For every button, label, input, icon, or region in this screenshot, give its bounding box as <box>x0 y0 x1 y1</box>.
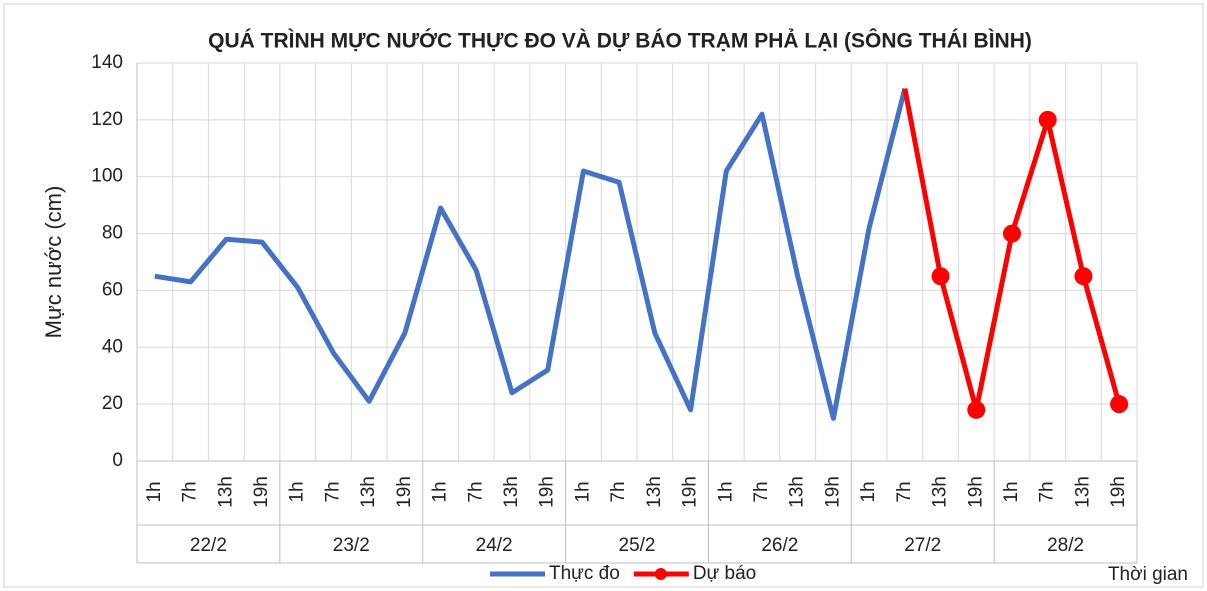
y-tick-label: 20 <box>102 393 123 414</box>
x-tick-label: 19h <box>1108 476 1129 508</box>
x-tick-label: 7h <box>751 481 772 502</box>
x-tick-label: 19h <box>537 476 558 508</box>
legend-label: Dự báo <box>693 563 756 584</box>
chart-border <box>3 3 1204 588</box>
y-tick-label: 40 <box>102 336 123 357</box>
x-tick-label: 1h <box>430 481 451 502</box>
x-tick-label: 1h <box>287 481 308 502</box>
x-tick-label: 19h <box>965 476 986 508</box>
x-tick-label: 19h <box>251 476 272 508</box>
x-tick-label: 1h <box>858 481 879 502</box>
x-tick-label: 13h <box>215 476 236 508</box>
x-tick-label: 7h <box>894 481 915 502</box>
x-tick-label: 1h <box>144 481 165 502</box>
series-marker <box>931 267 950 286</box>
y-tick-label: 140 <box>91 52 123 73</box>
y-tick-label: 120 <box>91 109 123 130</box>
x-tick-label: 7h <box>180 481 201 502</box>
group-label: 26/2 <box>761 535 798 556</box>
y-tick-label: 0 <box>112 450 123 471</box>
group-label: 28/2 <box>1047 535 1084 556</box>
x-axis-label: Thời gian <box>1108 564 1188 585</box>
legend-marker <box>654 568 667 580</box>
x-tick-label: 19h <box>822 476 843 508</box>
group-label: 22/2 <box>190 535 227 556</box>
group-label: 24/2 <box>476 535 513 556</box>
legend-label: Thực đo <box>549 563 620 584</box>
x-tick-label: 7h <box>465 481 486 502</box>
group-label: 25/2 <box>619 535 656 556</box>
x-tick-label: 19h <box>680 476 701 508</box>
x-tick-label: 13h <box>930 476 951 508</box>
y-tick-label: 60 <box>102 279 123 300</box>
series-line <box>154 87 908 421</box>
chart-title: QUÁ TRÌNH MỰC NƯỚC THỰC ĐO VÀ DỰ BÁO TRẠ… <box>208 29 1032 53</box>
group-label: 23/2 <box>333 535 370 556</box>
x-tick-label: 13h <box>358 476 379 508</box>
x-tick-label: 19h <box>394 476 415 508</box>
x-tick-label: 1h <box>715 481 736 502</box>
y-axis-label: Mực nước (cm) <box>41 186 66 339</box>
x-tick-label: 7h <box>608 481 629 502</box>
x-tick-label: 7h <box>1037 481 1058 502</box>
x-tick-label: 13h <box>644 476 665 508</box>
series-marker <box>967 400 986 419</box>
series-marker <box>1038 110 1057 129</box>
x-tick-label: 13h <box>501 476 522 508</box>
series-marker <box>1074 267 1093 286</box>
x-tick-label: 7h <box>322 481 343 502</box>
x-tick-label: 13h <box>787 476 808 508</box>
y-tick-label: 80 <box>102 223 123 244</box>
x-tick-label: 1h <box>1001 481 1022 502</box>
group-label: 27/2 <box>904 535 941 556</box>
series-marker <box>1003 224 1021 243</box>
x-tick-label: 1h <box>572 481 593 502</box>
series-marker <box>1110 395 1129 414</box>
y-tick-label: 100 <box>91 166 123 187</box>
x-tick-label: 13h <box>1072 476 1093 508</box>
